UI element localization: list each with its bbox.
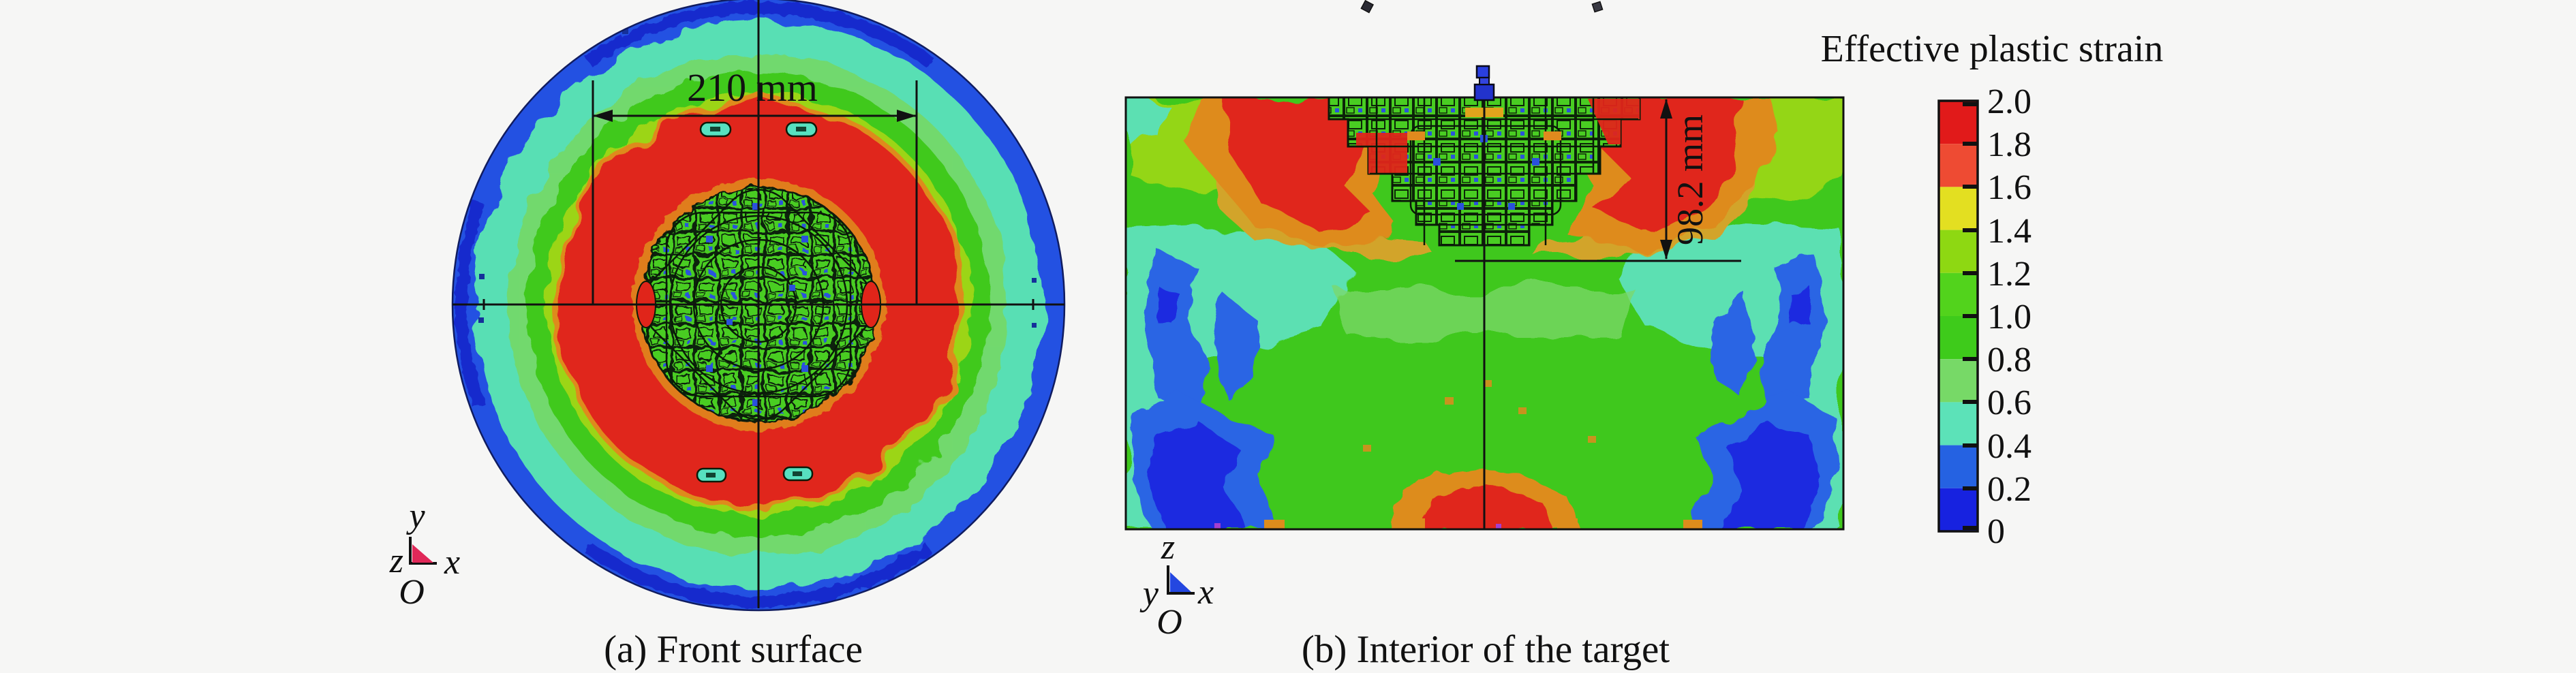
arrowhead-right — [897, 110, 917, 122]
colorbar-tick-label: 0.2 — [1987, 470, 2031, 509]
caption-a: (a) Front surface — [604, 628, 863, 671]
axis-b-z-label: z — [1161, 528, 1175, 567]
colorbar-tick-label: 1.4 — [1987, 212, 2031, 251]
colorbar-tick-label: 0.6 — [1987, 384, 2031, 422]
front-surface-plot: 210 mm y z x O (a) Front surface — [389, 0, 1066, 671]
crater-blue-dots — [706, 203, 808, 406]
colorbar-legend: Effective plastic strain — [1821, 28, 2164, 551]
axis-a-origin-label: O — [399, 573, 425, 612]
colorbar-tick-label: 0.8 — [1987, 341, 2031, 379]
ring-fragment-slots — [696, 121, 818, 483]
colorbar-band — [1939, 402, 1978, 445]
colorbar-title: Effective plastic strain — [1821, 28, 2164, 70]
axis-a-x-label: x — [444, 543, 460, 582]
arrowhead-left — [593, 110, 613, 122]
dimension-98mm: 98.2 mm — [1455, 99, 1741, 262]
debris-fragments — [1360, 0, 1604, 101]
axis-a-y-label: y — [405, 497, 425, 535]
colorbar-band — [1939, 488, 1978, 531]
colorbar-tick-label: 1.2 — [1987, 255, 2031, 294]
dimension-98mm-label: 98.2 mm — [1670, 114, 1711, 245]
arrowhead-up — [1660, 99, 1672, 119]
colorbar-tick-label: 1.8 — [1987, 125, 2031, 164]
bottom-edge-orange-spots — [1264, 518, 1702, 529]
axis-b-x-label: x — [1197, 573, 1214, 612]
arrowhead-down — [1660, 240, 1672, 260]
blue-lobes-left-dark — [1148, 286, 1247, 529]
axis-triad-b: z y x O — [1139, 528, 1214, 642]
colorbar-band — [1939, 445, 1978, 488]
interior-plot: 98.2 mm z y x O (b) Interior of the targ… — [1124, 0, 1845, 671]
center-crosshair — [453, 0, 1064, 608]
dimension-210mm-label: 210 mm — [687, 65, 818, 110]
colorbar-tick-label: 1.0 — [1987, 298, 2031, 336]
colorbar-tick-label: 0.4 — [1987, 427, 2031, 466]
triad-a-plane-marker — [412, 544, 433, 563]
colorbar-band — [1939, 144, 1978, 187]
bottom-red-blob — [1417, 484, 1554, 529]
colorbar-tick-labels: 2.0 1.8 1.6 1.4 1.2 1.0 0.8 0.6 0.4 0.2 … — [1987, 82, 2031, 551]
colorbar-tick-label: 0 — [1987, 512, 2005, 551]
red-flank-left — [1227, 97, 1387, 235]
colorbar-band — [1939, 359, 1978, 403]
colorbar-band — [1939, 101, 1978, 144]
bottom-edge-purple-specks — [1214, 523, 1501, 529]
axis-triad-a: y z x O — [389, 497, 460, 612]
colorbar-tick-label: 1.6 — [1987, 168, 2031, 207]
colorbar-band — [1939, 272, 1978, 316]
interior-palegreen-band — [1336, 289, 1636, 337]
colorbar-band — [1939, 316, 1978, 360]
midfield-orange-speckles — [1363, 380, 1596, 452]
colorbar-ticks — [1963, 102, 1978, 530]
crater-b-red-intrusions — [1356, 99, 1640, 174]
dimension-210mm: 210 mm — [592, 65, 918, 304]
axis-b-origin-label: O — [1156, 603, 1182, 642]
colorbar-tick-label: 2.0 — [1987, 82, 2031, 121]
axis-a-z-label: z — [389, 542, 403, 580]
blue-lobes-right-dark — [1721, 286, 1820, 529]
axis-b-y-label: y — [1139, 574, 1159, 613]
colorbar-band — [1939, 187, 1978, 230]
colorbar-bands — [1939, 101, 1978, 531]
projectile-remnant — [1473, 83, 1495, 101]
red-flank-right — [1582, 97, 1742, 235]
colorbar-band — [1939, 230, 1978, 273]
projectile-fragment — [1475, 65, 1490, 79]
rim-small-dots — [478, 29, 1037, 328]
caption-b: (b) Interior of the target — [1302, 628, 1670, 671]
triad-b-plane-marker — [1170, 572, 1191, 592]
